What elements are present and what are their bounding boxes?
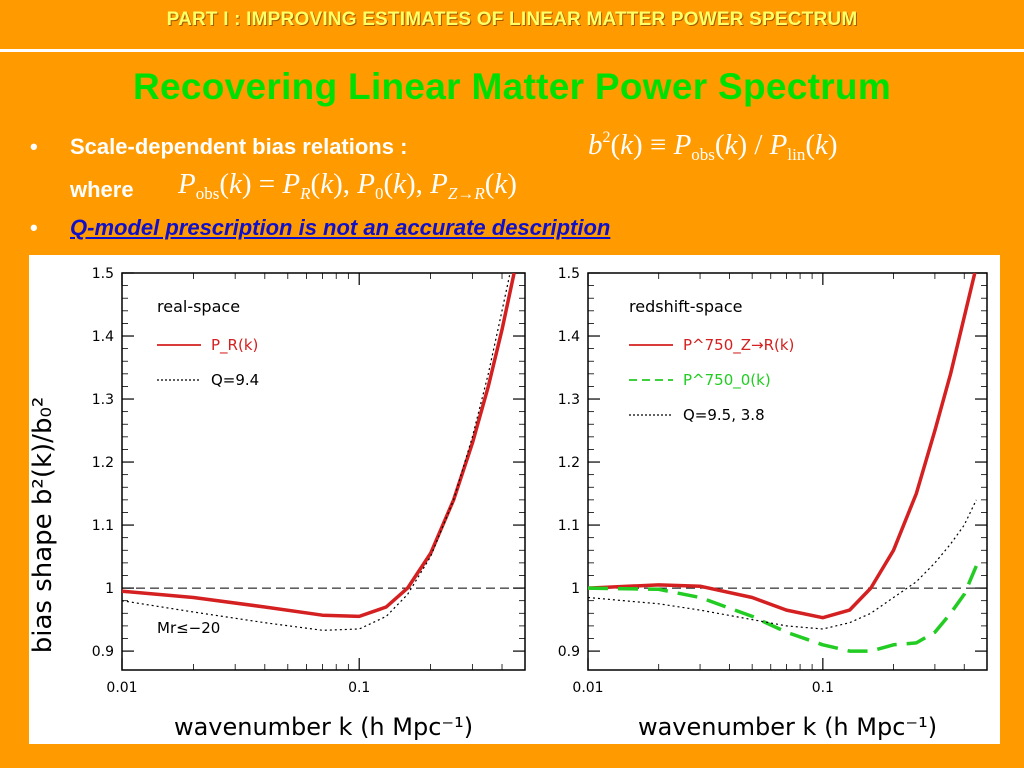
- legend-label: Q=9.4: [211, 371, 259, 389]
- series-line-1: [588, 565, 978, 653]
- y-tick-label: 1.5: [558, 266, 580, 282]
- bias-formula: b2(k) ≡ Pobs(k) / Plin(k): [588, 129, 838, 164]
- y-tick-label: 1.3: [92, 392, 114, 408]
- y-tick-label: 1.1: [92, 518, 114, 534]
- legend-label: P^750_0(k): [683, 371, 771, 390]
- legend-label: P^750_Z→R(k): [683, 336, 794, 355]
- bullet-marker: •: [30, 134, 38, 159]
- header-divider: [0, 49, 1024, 52]
- legend-label: Q=9.5, 3.8: [683, 406, 765, 424]
- series-line-0: [588, 273, 977, 620]
- x-tick-label: 0.1: [348, 680, 370, 696]
- bullet-marker: •: [30, 215, 38, 240]
- x-axis-label: wavenumber k (h Mpc⁻¹): [638, 713, 937, 741]
- y-tick-label: 1.2: [92, 455, 114, 471]
- y-tick-label: 1: [105, 581, 114, 597]
- y-tick-label: 1.4: [92, 329, 114, 345]
- header-bar: PART I : IMPROVING ESTIMATES OF LINEAR M…: [0, 0, 1024, 48]
- sample-annotation: Mr≤−20: [157, 619, 220, 637]
- y-tick-label: 1.3: [558, 392, 580, 408]
- y-tick-label: 1: [571, 581, 580, 597]
- y-tick-label: 1.5: [92, 266, 114, 282]
- bias-shape-figure: bias shape b²(k)/b₀² 0.9 1 1.1 1.2 1.3 1.4 1.5…: [28, 266, 988, 741]
- x-tick-label: 0.1: [812, 680, 834, 696]
- y-tick-label: 0.9: [558, 644, 580, 660]
- where-label: where: [70, 177, 134, 202]
- where-formula: Pobs(k) = PR(k), P0(k), PZ→R(k): [178, 168, 517, 203]
- plot-frame: [587, 272, 988, 671]
- panel-real-space: 0.9 1 1.1 1.2 1.3 1.4 1.5 0.01 0.1 P_R(k) Q=9.4 rea…: [92, 266, 526, 741]
- x-tick-label: 0.01: [106, 680, 137, 696]
- y-tick-label: 1.2: [558, 455, 580, 471]
- q-model-link[interactable]: Q-model prescription is not an accurate …: [70, 215, 611, 240]
- panel-redshift-space: 0.9 1 1.1 1.2 1.3 1.4 1.5 0.01 0.1 P^750_Z→R(k) P^…: [558, 266, 988, 741]
- panel-label: redshift-space: [629, 297, 742, 316]
- y-axis-label: bias shape b²(k)/b₀²: [29, 397, 58, 654]
- legend-label: P_R(k): [211, 336, 258, 355]
- plot-frame: [121, 272, 526, 671]
- bullet-text-bias-relations: Scale-dependent bias relations :: [70, 134, 408, 159]
- series-line-0: [122, 273, 516, 619]
- slide-title: Recovering Linear Matter Power Spectrum: [132, 66, 892, 107]
- x-tick-label: 0.01: [572, 680, 603, 696]
- y-tick-label: 1.1: [558, 518, 580, 534]
- y-tick-label: 0.9: [92, 644, 114, 660]
- series-line-1: [122, 273, 511, 631]
- x-axis-label: wavenumber k (h Mpc⁻¹): [174, 713, 473, 741]
- figure-area: bias shape b²(k)/b₀² 0.9 1 1.1 1.2 1.3 1.4 1.5…: [28, 255, 1000, 744]
- header-title: PART I : IMPROVING ESTIMATES OF LINEAR M…: [166, 9, 858, 30]
- y-tick-label: 1.4: [558, 329, 580, 345]
- series-line-2: [588, 499, 977, 630]
- panel-label: real-space: [157, 297, 240, 316]
